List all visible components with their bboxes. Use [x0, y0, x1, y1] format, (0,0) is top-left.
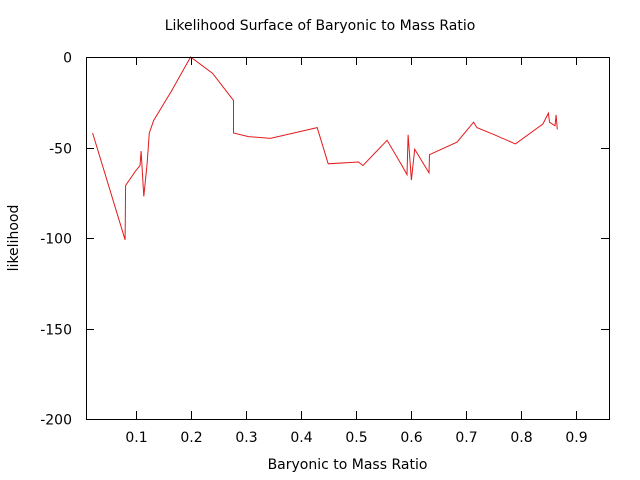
x-tick-label: 0.1: [125, 430, 147, 446]
x-tick-label: 0.5: [345, 430, 367, 446]
x-axis-label: Baryonic to Mass Ratio: [267, 457, 428, 473]
chart-title: Likelihood Surface of Baryonic to Mass R…: [164, 18, 476, 34]
y-tick-label: -150: [40, 323, 72, 339]
y-tick-label: -200: [40, 413, 72, 429]
x-tick-label: 0.8: [510, 430, 532, 446]
x-tick-label: 0.9: [565, 430, 587, 446]
x-tick-label: 0.2: [180, 430, 202, 446]
y-axis-ticks: 0 -50 -100 -150 -200: [40, 51, 609, 429]
x-tick-label: 0.3: [235, 430, 257, 446]
y-tick-label: 0: [63, 51, 72, 67]
x-axis-ticks: 0.1 0.2 0.3 0.4 0.5 0.6 0.7 0.8 0.9: [125, 57, 588, 446]
y-tick-label: -50: [49, 142, 72, 158]
plot-frame: [86, 57, 610, 420]
x-tick-label: 0.4: [290, 430, 312, 446]
x-tick-label: 0.7: [455, 430, 477, 446]
y-tick-label: -100: [40, 232, 72, 248]
y-axis-label: likelihood: [6, 204, 22, 272]
likelihood-series-line: [92, 56, 558, 240]
x-tick-label: 0.6: [400, 430, 422, 446]
